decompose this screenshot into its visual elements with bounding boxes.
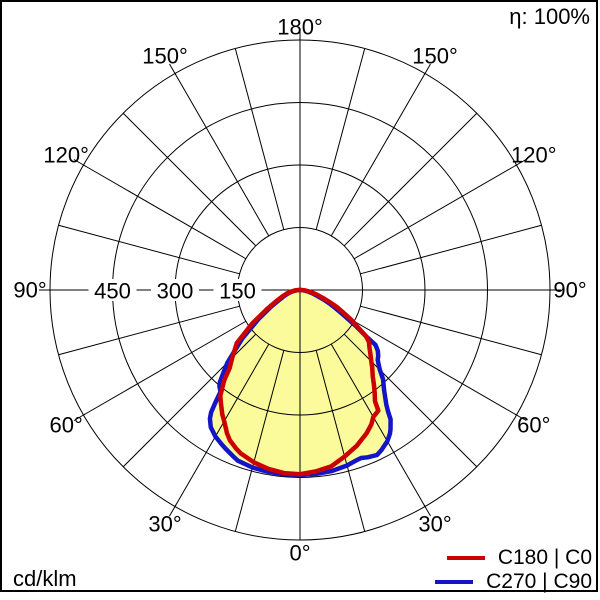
- legend-label-c90-c270: C270 | C90: [486, 570, 592, 593]
- angle-label-60-right: 60°: [517, 413, 550, 438]
- grid-spoke: [343, 112, 478, 247]
- angle-label-150-left: 150°: [142, 44, 188, 69]
- angle-label-120-left: 120°: [43, 143, 89, 168]
- grid-spoke: [315, 48, 366, 230]
- grid-spoke: [174, 343, 270, 507]
- angle-label-30-left: 30°: [148, 511, 181, 536]
- grid-spoke: [343, 333, 478, 468]
- grid-spoke: [234, 350, 285, 532]
- radial-label-bg-450: [88, 279, 137, 301]
- grid-spoke: [58, 305, 240, 356]
- angle-tick: [423, 504, 431, 517]
- grid-spoke: [83, 320, 247, 416]
- angle-label-0: 0°: [289, 541, 310, 566]
- angle-label-90-right: 90°: [553, 278, 586, 303]
- radial-label-bg-150: [213, 279, 262, 301]
- grid-spoke: [353, 164, 517, 260]
- legend-swatch-red-line: [446, 556, 485, 560]
- legend-item-c90-c270: C270 | C90: [435, 570, 592, 594]
- grid-spoke: [360, 305, 542, 356]
- angle-tick: [169, 504, 177, 517]
- radial-tick-label-150: 150: [219, 279, 256, 304]
- angle-label-150-right: 150°: [412, 44, 458, 69]
- unit-label: cd/klm: [13, 566, 77, 591]
- angle-tick: [169, 63, 177, 76]
- legend-swatch-blue-line: [435, 580, 474, 584]
- grid-spoke: [174, 73, 270, 237]
- angle-tick: [73, 159, 86, 167]
- angle-label-90-left: 90°: [13, 278, 46, 303]
- efficiency-label: η: 100%: [509, 4, 590, 29]
- radial-tick-label-300: 300: [157, 279, 194, 304]
- grid-spoke: [122, 112, 257, 247]
- grid-spoke: [330, 343, 426, 507]
- radial-label-bg-300: [151, 279, 199, 301]
- angle-tick: [73, 413, 86, 421]
- angle-tick: [423, 63, 431, 76]
- angle-tick: [514, 159, 527, 167]
- angle-tick: [514, 413, 527, 421]
- angle-label-180: 180°: [277, 15, 323, 40]
- grid-spoke: [315, 350, 366, 532]
- grid-spoke: [234, 48, 285, 230]
- grid-spoke: [360, 224, 542, 275]
- grid-spoke: [330, 73, 426, 237]
- angle-label-30-right: 30°: [418, 511, 451, 536]
- legend-item-c0-c180: C180 | C0: [446, 546, 592, 570]
- legend-label-c0-c180: C180 | C0: [497, 546, 592, 569]
- grid-spoke: [58, 224, 240, 275]
- grid-spoke: [353, 320, 517, 416]
- c0-c180-curve: [218, 287, 381, 477]
- grid-spoke: [83, 164, 247, 260]
- angle-label-120-right: 120°: [511, 143, 557, 168]
- angle-label-60-left: 60°: [50, 413, 83, 438]
- radial-tick-label-450: 450: [94, 279, 131, 304]
